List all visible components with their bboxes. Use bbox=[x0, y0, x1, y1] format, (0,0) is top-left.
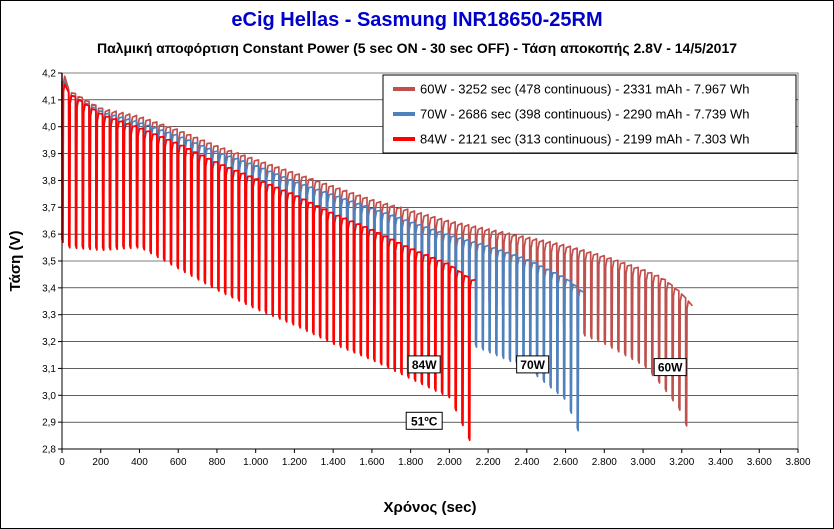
x-tick-label: 3.200 bbox=[669, 457, 694, 468]
annotation-label: 60W bbox=[658, 361, 683, 375]
x-tick-label: 3.000 bbox=[631, 457, 656, 468]
annotation-box bbox=[516, 355, 550, 374]
annotation-box bbox=[405, 411, 443, 430]
y-tick-label: 3,4 bbox=[42, 283, 56, 294]
y-tick-label: 3,9 bbox=[42, 149, 56, 160]
x-tick-label: 3.400 bbox=[708, 457, 733, 468]
series-line-3 bbox=[61, 81, 476, 442]
x-tick-label: 2.200 bbox=[476, 457, 501, 468]
annotation-box bbox=[653, 358, 687, 377]
legend-entry: 84W - 2121 sec (313 continuous) - 2199 m… bbox=[420, 132, 750, 147]
y-tick-label: 4,1 bbox=[42, 95, 56, 106]
chart-title: eCig Hellas - Sasmung INR18650-25RM bbox=[231, 9, 603, 31]
y-tick-label: 3,3 bbox=[42, 310, 56, 321]
x-tick-label: 1.600 bbox=[359, 457, 384, 468]
annotation-box bbox=[407, 355, 441, 374]
legend-box bbox=[382, 74, 797, 154]
x-axis-title: Χρόνος (sec) bbox=[384, 499, 477, 516]
x-tick-label: 600 bbox=[170, 457, 187, 468]
y-tick-label: 3,5 bbox=[42, 257, 56, 268]
x-tick-label: 0 bbox=[59, 457, 65, 468]
x-tick-label: 400 bbox=[131, 457, 148, 468]
x-tick-label: 2.000 bbox=[437, 457, 462, 468]
y-tick-label: 3,8 bbox=[42, 176, 56, 187]
annotation-label: 70W bbox=[520, 358, 545, 372]
annotation-label: 84W bbox=[412, 358, 437, 372]
axes bbox=[58, 72, 799, 453]
legend: 60W - 3252 sec (478 continuous) - 2331 m… bbox=[382, 74, 797, 154]
tick-labels: 2,8 2,9 3,0 3,1 3,2 3,3 3,4 3,5 3,6 3,7 3,8 3,9 4,0 4… bbox=[42, 69, 811, 469]
annotations: 84W 70W 60W 51ºC bbox=[405, 355, 687, 430]
chart-subtitle: Παλμική αποφόρτιση Constant Power (5 sec… bbox=[96, 40, 738, 56]
y-tick-label: 4,2 bbox=[42, 69, 56, 80]
y-tick-label: 3,2 bbox=[42, 337, 56, 348]
y-tick-label: 3,1 bbox=[42, 364, 56, 375]
x-tick-label: 1.000 bbox=[243, 457, 268, 468]
y-tick-label: 3,6 bbox=[42, 230, 56, 241]
x-tick-label: 2.800 bbox=[592, 457, 617, 468]
legend-entry: 70W - 2686 sec (398 continuous) - 2290 m… bbox=[420, 107, 750, 122]
x-tick-label: 1.200 bbox=[282, 457, 307, 468]
x-tick-label: 2.600 bbox=[553, 457, 578, 468]
x-tick-label: 1.400 bbox=[321, 457, 346, 468]
legend-entry: 60W - 3252 sec (478 continuous) - 2331 m… bbox=[420, 82, 750, 97]
annotation-label: 51ºC bbox=[411, 414, 438, 428]
x-tick-label: 3.600 bbox=[747, 457, 772, 468]
y-tick-label: 3,0 bbox=[42, 391, 56, 402]
x-tick-label: 800 bbox=[209, 457, 226, 468]
x-tick-label: 1.800 bbox=[398, 457, 423, 468]
x-tick-label: 2.400 bbox=[514, 457, 539, 468]
y-tick-label: 4,0 bbox=[42, 122, 56, 133]
y-tick-label: 2,8 bbox=[42, 445, 56, 456]
series-lines bbox=[61, 72, 694, 442]
y-axis-title: Τάση (V) bbox=[7, 231, 24, 292]
x-tick-label: 3.800 bbox=[785, 457, 810, 468]
y-tick-label: 3,7 bbox=[42, 203, 56, 214]
x-tick-label: 200 bbox=[92, 457, 109, 468]
y-tick-label: 2,9 bbox=[42, 418, 56, 429]
